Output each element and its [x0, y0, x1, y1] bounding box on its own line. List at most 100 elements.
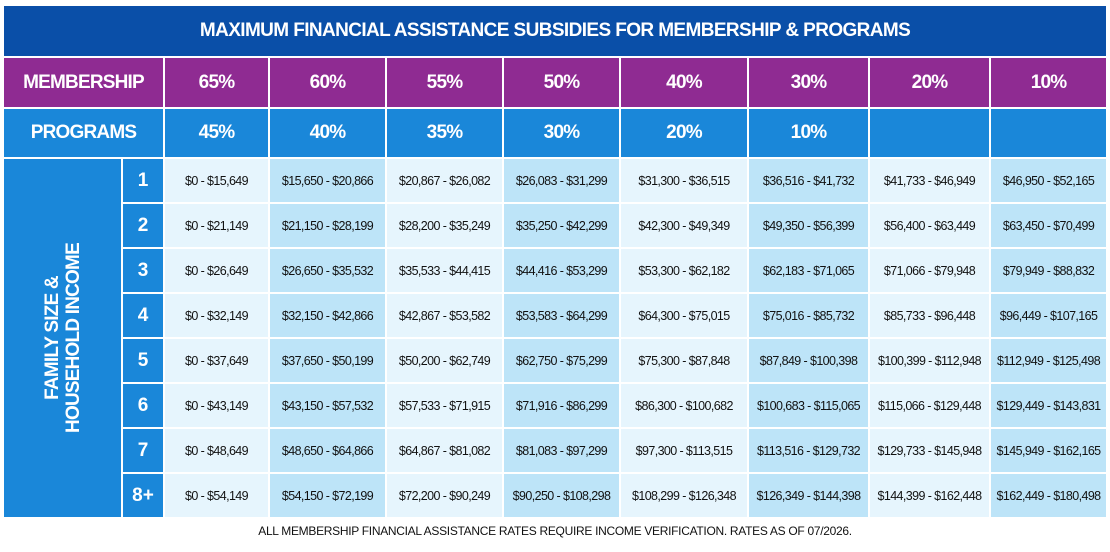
table-row: 5 $0 - $37,649 $37,650 - $50,199 $50,200 - … [4, 337, 1107, 382]
income-range-cell: $0 - $48,649 [163, 427, 268, 472]
table-row: 7 $0 - $48,649 $48,650 - $64,866 $64,867 - … [4, 427, 1107, 472]
income-range-cell: $35,250 - $42,299 [502, 202, 619, 247]
income-range-cell: $49,350 - $56,399 [747, 202, 868, 247]
income-range-cell: $86,300 - $100,682 [619, 382, 747, 427]
subsidy-table: MAXIMUM FINANCIAL ASSISTANCE SUBSIDIES F… [4, 6, 1107, 517]
income-range-cell: $31,300 - $36,515 [619, 157, 747, 202]
income-range-cell: $0 - $37,649 [163, 337, 268, 382]
income-range-cell: $126,349 - $144,398 [747, 472, 868, 517]
income-range-cell: $62,183 - $71,065 [747, 247, 868, 292]
membership-rate: 55% [385, 56, 502, 107]
income-range-cell: $96,449 - $107,165 [989, 292, 1107, 337]
income-range-cell: $97,300 - $113,515 [619, 427, 747, 472]
income-range-cell: $85,733 - $96,448 [868, 292, 989, 337]
table-row: 6 $0 - $43,149 $43,150 - $57,532 $57,533 - … [4, 382, 1107, 427]
family-size-cell: 5 [121, 337, 163, 382]
side-label-line1: FAMILY SIZE & [41, 276, 63, 400]
family-size-cell: 2 [121, 202, 163, 247]
family-size-cell: 6 [121, 382, 163, 427]
income-range-cell: $115,066 - $129,448 [868, 382, 989, 427]
membership-label: MEMBERSHIP [4, 56, 163, 107]
table-row: 4 $0 - $32,149 $32,150 - $42,866 $42,867 - … [4, 292, 1107, 337]
income-range-cell: $28,200 - $35,249 [385, 202, 502, 247]
programs-label: PROGRAMS [4, 107, 163, 157]
income-range-cell: $75,016 - $85,732 [747, 292, 868, 337]
income-range-cell: $26,650 - $35,532 [268, 247, 385, 292]
table-row: 3 $0 - $26,649 $26,650 - $35,532 $35,533 - … [4, 247, 1107, 292]
income-range-cell: $100,399 - $112,948 [868, 337, 989, 382]
income-range-cell: $0 - $15,649 [163, 157, 268, 202]
income-range-cell: $0 - $21,149 [163, 202, 268, 247]
income-range-cell: $71,066 - $79,948 [868, 247, 989, 292]
income-range-cell: $42,300 - $49,349 [619, 202, 747, 247]
income-range-cell: $63,450 - $70,499 [989, 202, 1107, 247]
income-range-cell: $71,916 - $86,299 [502, 382, 619, 427]
income-range-cell: $72,200 - $90,249 [385, 472, 502, 517]
income-range-cell: $48,650 - $64,866 [268, 427, 385, 472]
table-row: 8+ $0 - $54,149 $54,150 - $72,199 $72,200 -… [4, 472, 1107, 517]
income-range-cell: $44,416 - $53,299 [502, 247, 619, 292]
membership-rate: 30% [747, 56, 868, 107]
table-title: MAXIMUM FINANCIAL ASSISTANCE SUBSIDIES F… [4, 6, 1107, 56]
programs-rate: 35% [385, 107, 502, 157]
income-range-cell: $35,533 - $44,415 [385, 247, 502, 292]
programs-rate: 45% [163, 107, 268, 157]
family-size-cell: 7 [121, 427, 163, 472]
family-size-cell: 4 [121, 292, 163, 337]
income-range-cell: $32,150 - $42,866 [268, 292, 385, 337]
side-label-text: FAMILY SIZE & HOUSEHOLD INCOME [42, 243, 84, 433]
income-range-cell: $100,683 - $115,065 [747, 382, 868, 427]
income-range-cell: $108,299 - $126,348 [619, 472, 747, 517]
income-range-cell: $64,867 - $81,082 [385, 427, 502, 472]
membership-rate: 60% [268, 56, 385, 107]
income-range-cell: $112,949 - $125,498 [989, 337, 1107, 382]
income-range-cell: $46,950 - $52,165 [989, 157, 1107, 202]
side-label-line2: HOUSEHOLD INCOME [62, 243, 84, 433]
income-range-cell: $41,733 - $46,949 [868, 157, 989, 202]
family-size-cell: 8+ [121, 472, 163, 517]
income-range-cell: $75,300 - $87,848 [619, 337, 747, 382]
income-range-cell: $145,949 - $162,165 [989, 427, 1107, 472]
income-range-cell: $20,867 - $26,082 [385, 157, 502, 202]
income-range-cell: $53,583 - $64,299 [502, 292, 619, 337]
income-range-cell: $113,516 - $129,732 [747, 427, 868, 472]
programs-rate [989, 107, 1107, 157]
income-range-cell: $0 - $54,149 [163, 472, 268, 517]
income-range-cell: $0 - $43,149 [163, 382, 268, 427]
income-range-cell: $0 - $32,149 [163, 292, 268, 337]
income-range-cell: $162,449 - $180,498 [989, 472, 1107, 517]
membership-rate: 20% [868, 56, 989, 107]
income-range-cell: $129,449 - $143,831 [989, 382, 1107, 427]
income-range-cell: $53,300 - $62,182 [619, 247, 747, 292]
income-range-cell: $37,650 - $50,199 [268, 337, 385, 382]
family-size-cell: 1 [121, 157, 163, 202]
programs-rate: 20% [619, 107, 747, 157]
income-range-cell: $56,400 - $63,449 [868, 202, 989, 247]
membership-rate: 50% [502, 56, 619, 107]
income-range-cell: $90,250 - $108,298 [502, 472, 619, 517]
membership-row: MEMBERSHIP 65% 60% 55% 50% 40% 30% 20% 10% [4, 56, 1107, 107]
table-row: FAMILY SIZE & HOUSEHOLD INCOME 1 $0 - $15,6… [4, 157, 1107, 517]
programs-rate: 40% [268, 107, 385, 157]
income-range-cell: $54,150 - $72,199 [268, 472, 385, 517]
income-range-cell: $43,150 - $57,532 [268, 382, 385, 427]
income-range-cell: $79,949 - $88,832 [989, 247, 1107, 292]
income-range-cell: $0 - $26,649 [163, 247, 268, 292]
income-range-cell: $36,516 - $41,732 [747, 157, 868, 202]
programs-rate: 30% [502, 107, 619, 157]
income-range-cell: $129,733 - $145,948 [868, 427, 989, 472]
income-range-cell: $57,533 - $71,915 [385, 382, 502, 427]
footnote: ALL MEMBERSHIP FINANCIAL ASSISTANCE RATE… [258, 524, 852, 538]
income-range-cell: $26,083 - $31,299 [502, 157, 619, 202]
income-range-cell: $81,083 - $97,299 [502, 427, 619, 472]
income-range-cell: $144,399 - $162,448 [868, 472, 989, 517]
family-size-cell: 3 [121, 247, 163, 292]
income-range-cell: $50,200 - $62,749 [385, 337, 502, 382]
income-range-cell: $15,650 - $20,866 [268, 157, 385, 202]
family-size-income-label: FAMILY SIZE & HOUSEHOLD INCOME [4, 157, 121, 517]
income-range-cell: $64,300 - $75,015 [619, 292, 747, 337]
income-range-cell: $42,867 - $53,582 [385, 292, 502, 337]
programs-rate: 10% [747, 107, 868, 157]
membership-rate: 65% [163, 56, 268, 107]
